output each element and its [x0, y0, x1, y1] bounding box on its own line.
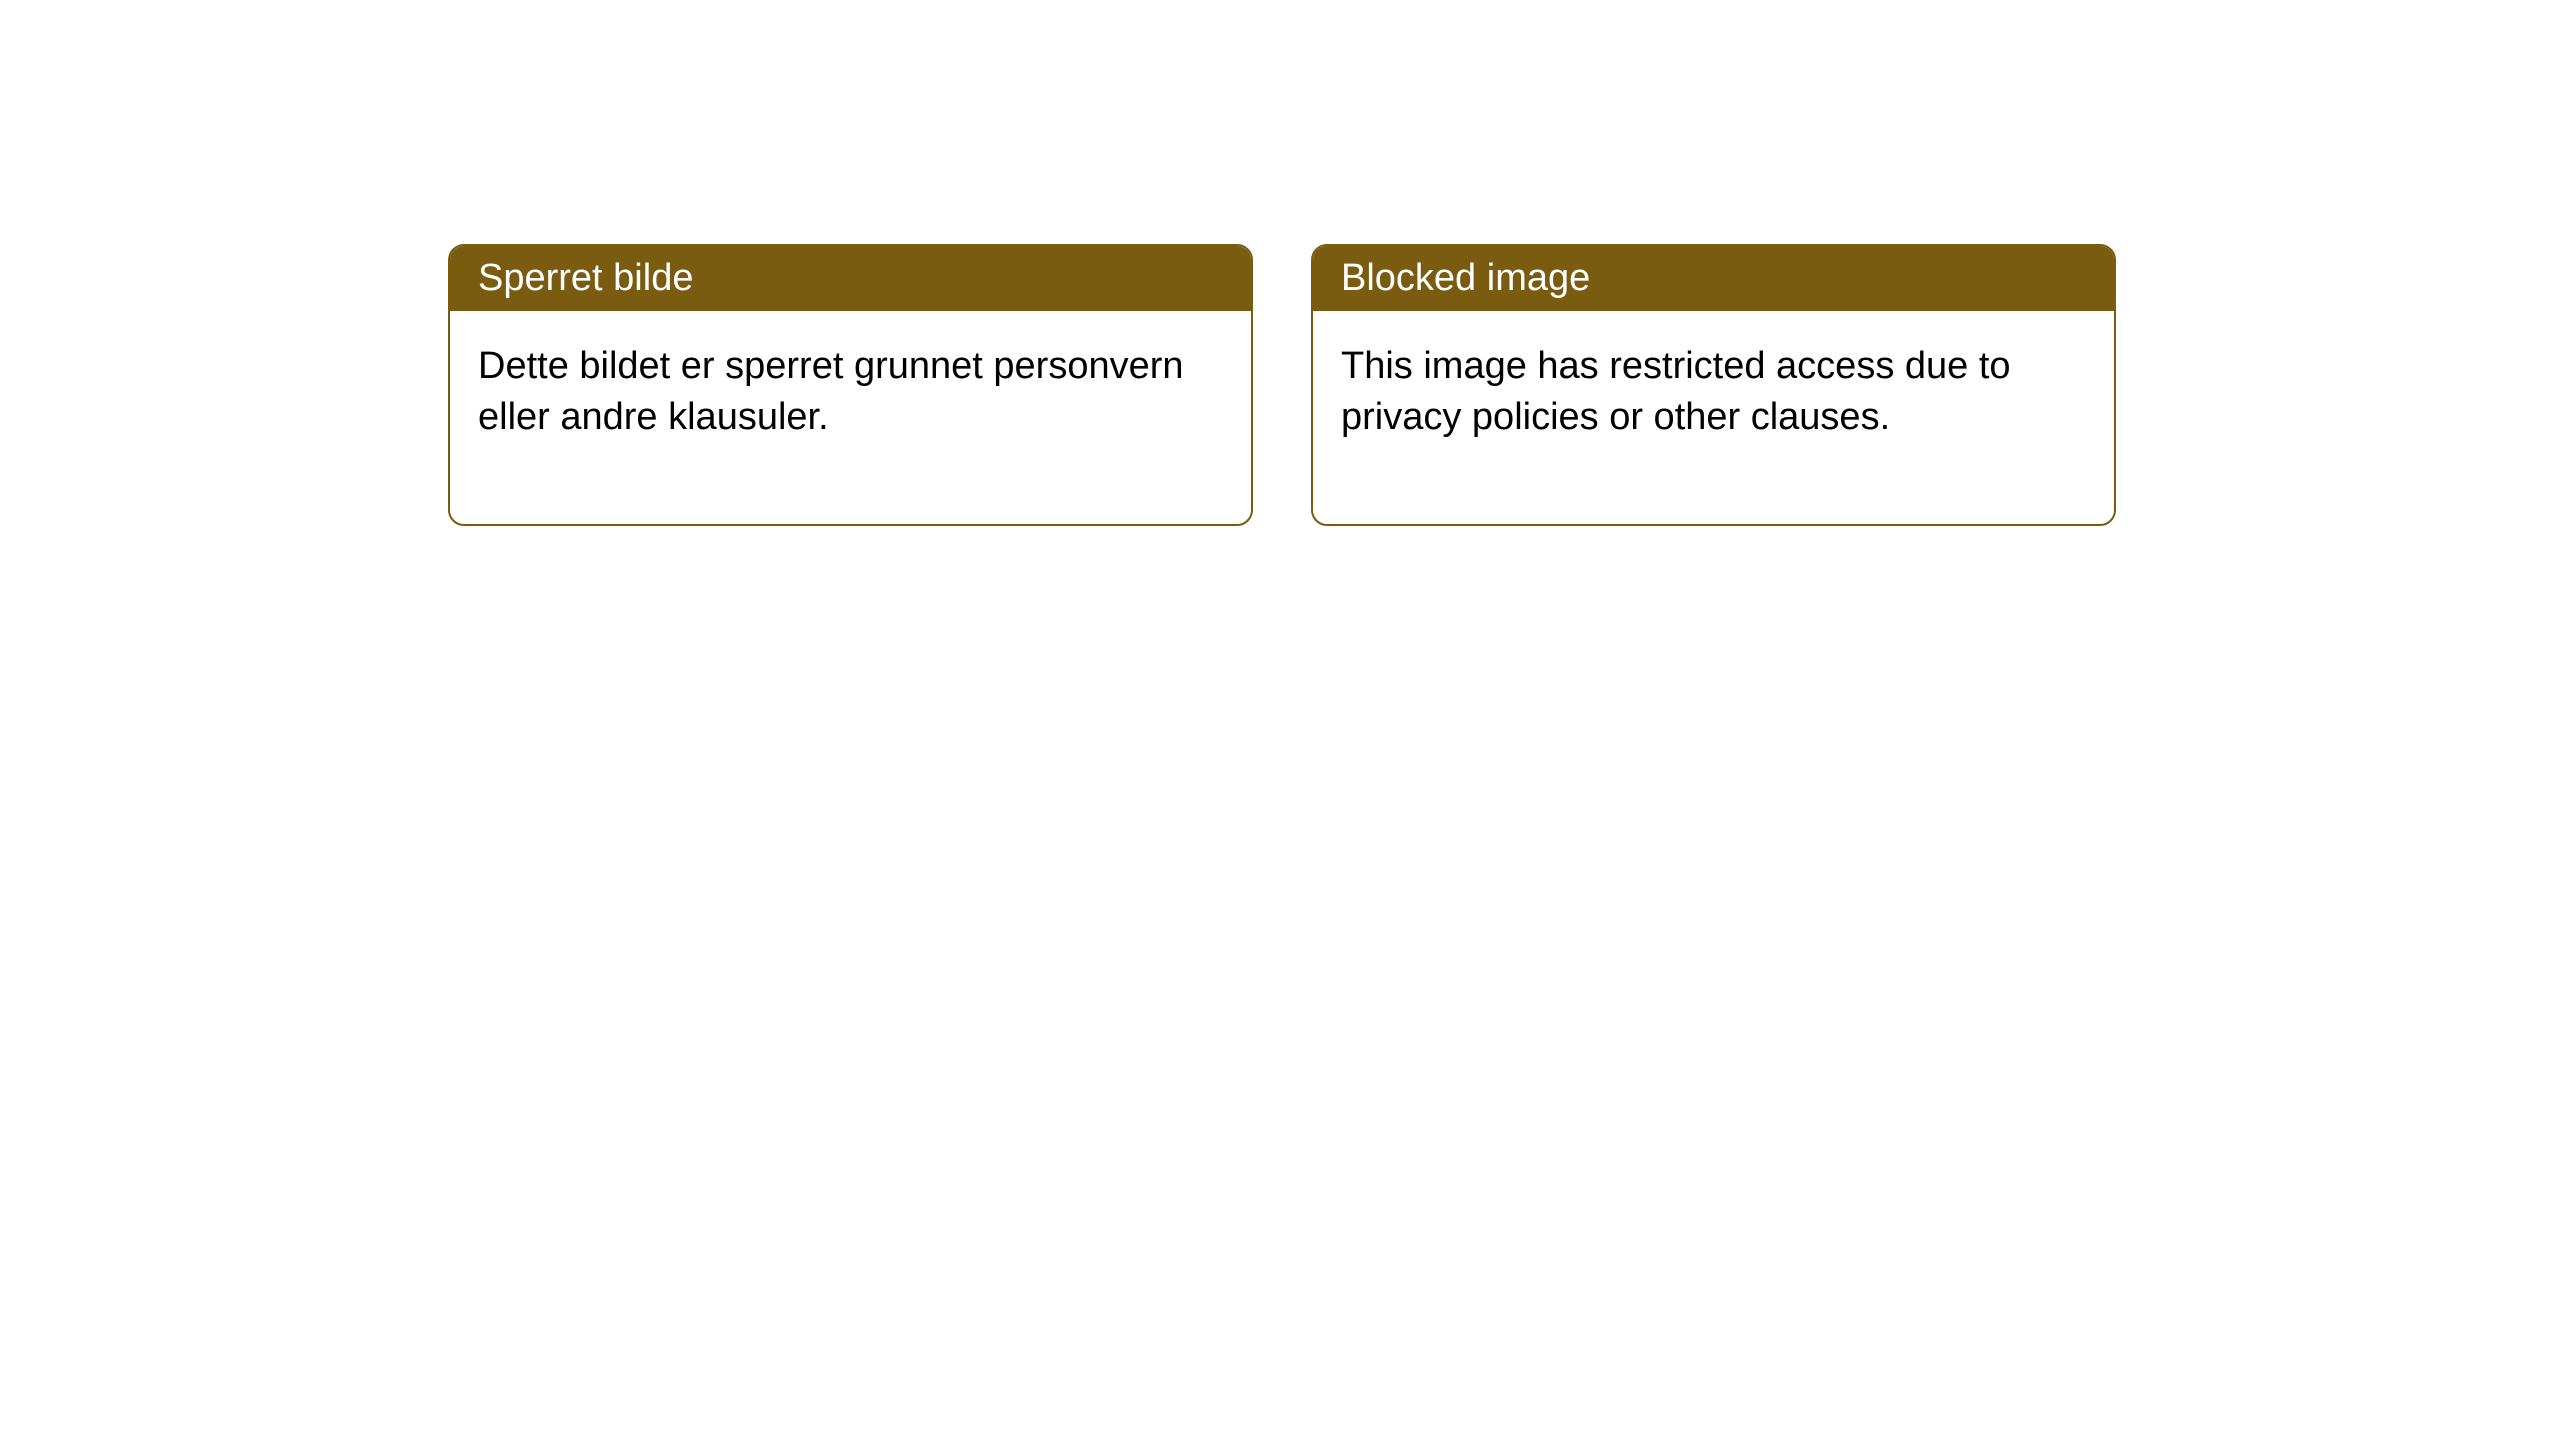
notice-card-norwegian: Sperret bilde Dette bildet er sperret gr…	[448, 244, 1253, 526]
notice-body: This image has restricted access due to …	[1313, 311, 2114, 524]
notice-body: Dette bildet er sperret grunnet personve…	[450, 311, 1251, 524]
notice-container: Sperret bilde Dette bildet er sperret gr…	[448, 244, 2116, 526]
notice-card-english: Blocked image This image has restricted …	[1311, 244, 2116, 526]
notice-header: Sperret bilde	[450, 246, 1251, 311]
notice-header: Blocked image	[1313, 246, 2114, 311]
